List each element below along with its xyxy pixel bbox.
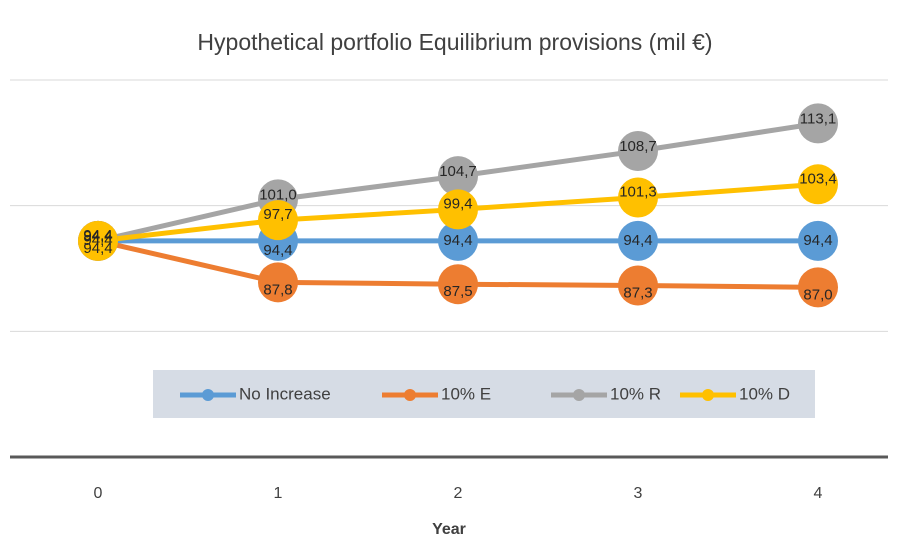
data-label: 87,8 [263, 281, 292, 298]
legend-label: 10% R [610, 384, 661, 403]
marker [798, 267, 838, 308]
data-label: 87,0 [803, 286, 832, 303]
data-label: 94,4 [443, 232, 472, 249]
legend-marker [573, 389, 585, 401]
chart-title: Hypothetical portfolio Equilibrium provi… [197, 29, 712, 55]
data-label: 113,1 [800, 110, 836, 127]
marker [618, 177, 658, 218]
data-label: 99,4 [443, 195, 472, 212]
data-label: 87,3 [623, 284, 652, 301]
marker [438, 220, 478, 261]
data-label: 87,5 [443, 283, 472, 300]
marker [798, 103, 838, 144]
marker [438, 156, 478, 197]
marker [258, 262, 298, 303]
data-label: 104,7 [439, 163, 477, 180]
legend-marker [202, 389, 214, 401]
data-label: 94,4 [623, 232, 652, 249]
data-label: 94,4 [803, 232, 832, 249]
data-label: 94,4 [83, 240, 112, 257]
legend-marker [404, 389, 416, 401]
legend-label: 10% E [441, 384, 491, 403]
x-tick-label: 2 [454, 485, 463, 502]
data-label: 94,4 [263, 242, 292, 259]
marker [618, 220, 658, 261]
data-label: 94,4 [83, 228, 112, 245]
marker [438, 264, 478, 305]
marker [78, 220, 118, 261]
data-label: 94,4 [83, 232, 112, 249]
data-label: 108,7 [619, 138, 657, 155]
legend-label: 10% D [739, 384, 790, 403]
marker [438, 189, 478, 230]
x-tick-label: 3 [634, 485, 643, 502]
marker [258, 200, 298, 241]
data-label: 101,3 [619, 183, 657, 200]
x-tick-label: 1 [274, 485, 283, 502]
marker [798, 164, 838, 205]
x-tick-label: 0 [94, 485, 103, 502]
legend-label: No Increase [239, 384, 331, 403]
marker [798, 220, 838, 261]
data-label: 103,4 [799, 170, 837, 187]
data-label: 101,0 [259, 186, 297, 203]
data-label: 94,4 [83, 227, 112, 244]
marker [618, 265, 658, 306]
x-tick-label: 4 [814, 485, 823, 502]
legend-marker [702, 389, 714, 401]
x-axis-label: Year [432, 521, 466, 538]
marker [618, 131, 658, 172]
data-label: 97,7 [263, 206, 292, 223]
